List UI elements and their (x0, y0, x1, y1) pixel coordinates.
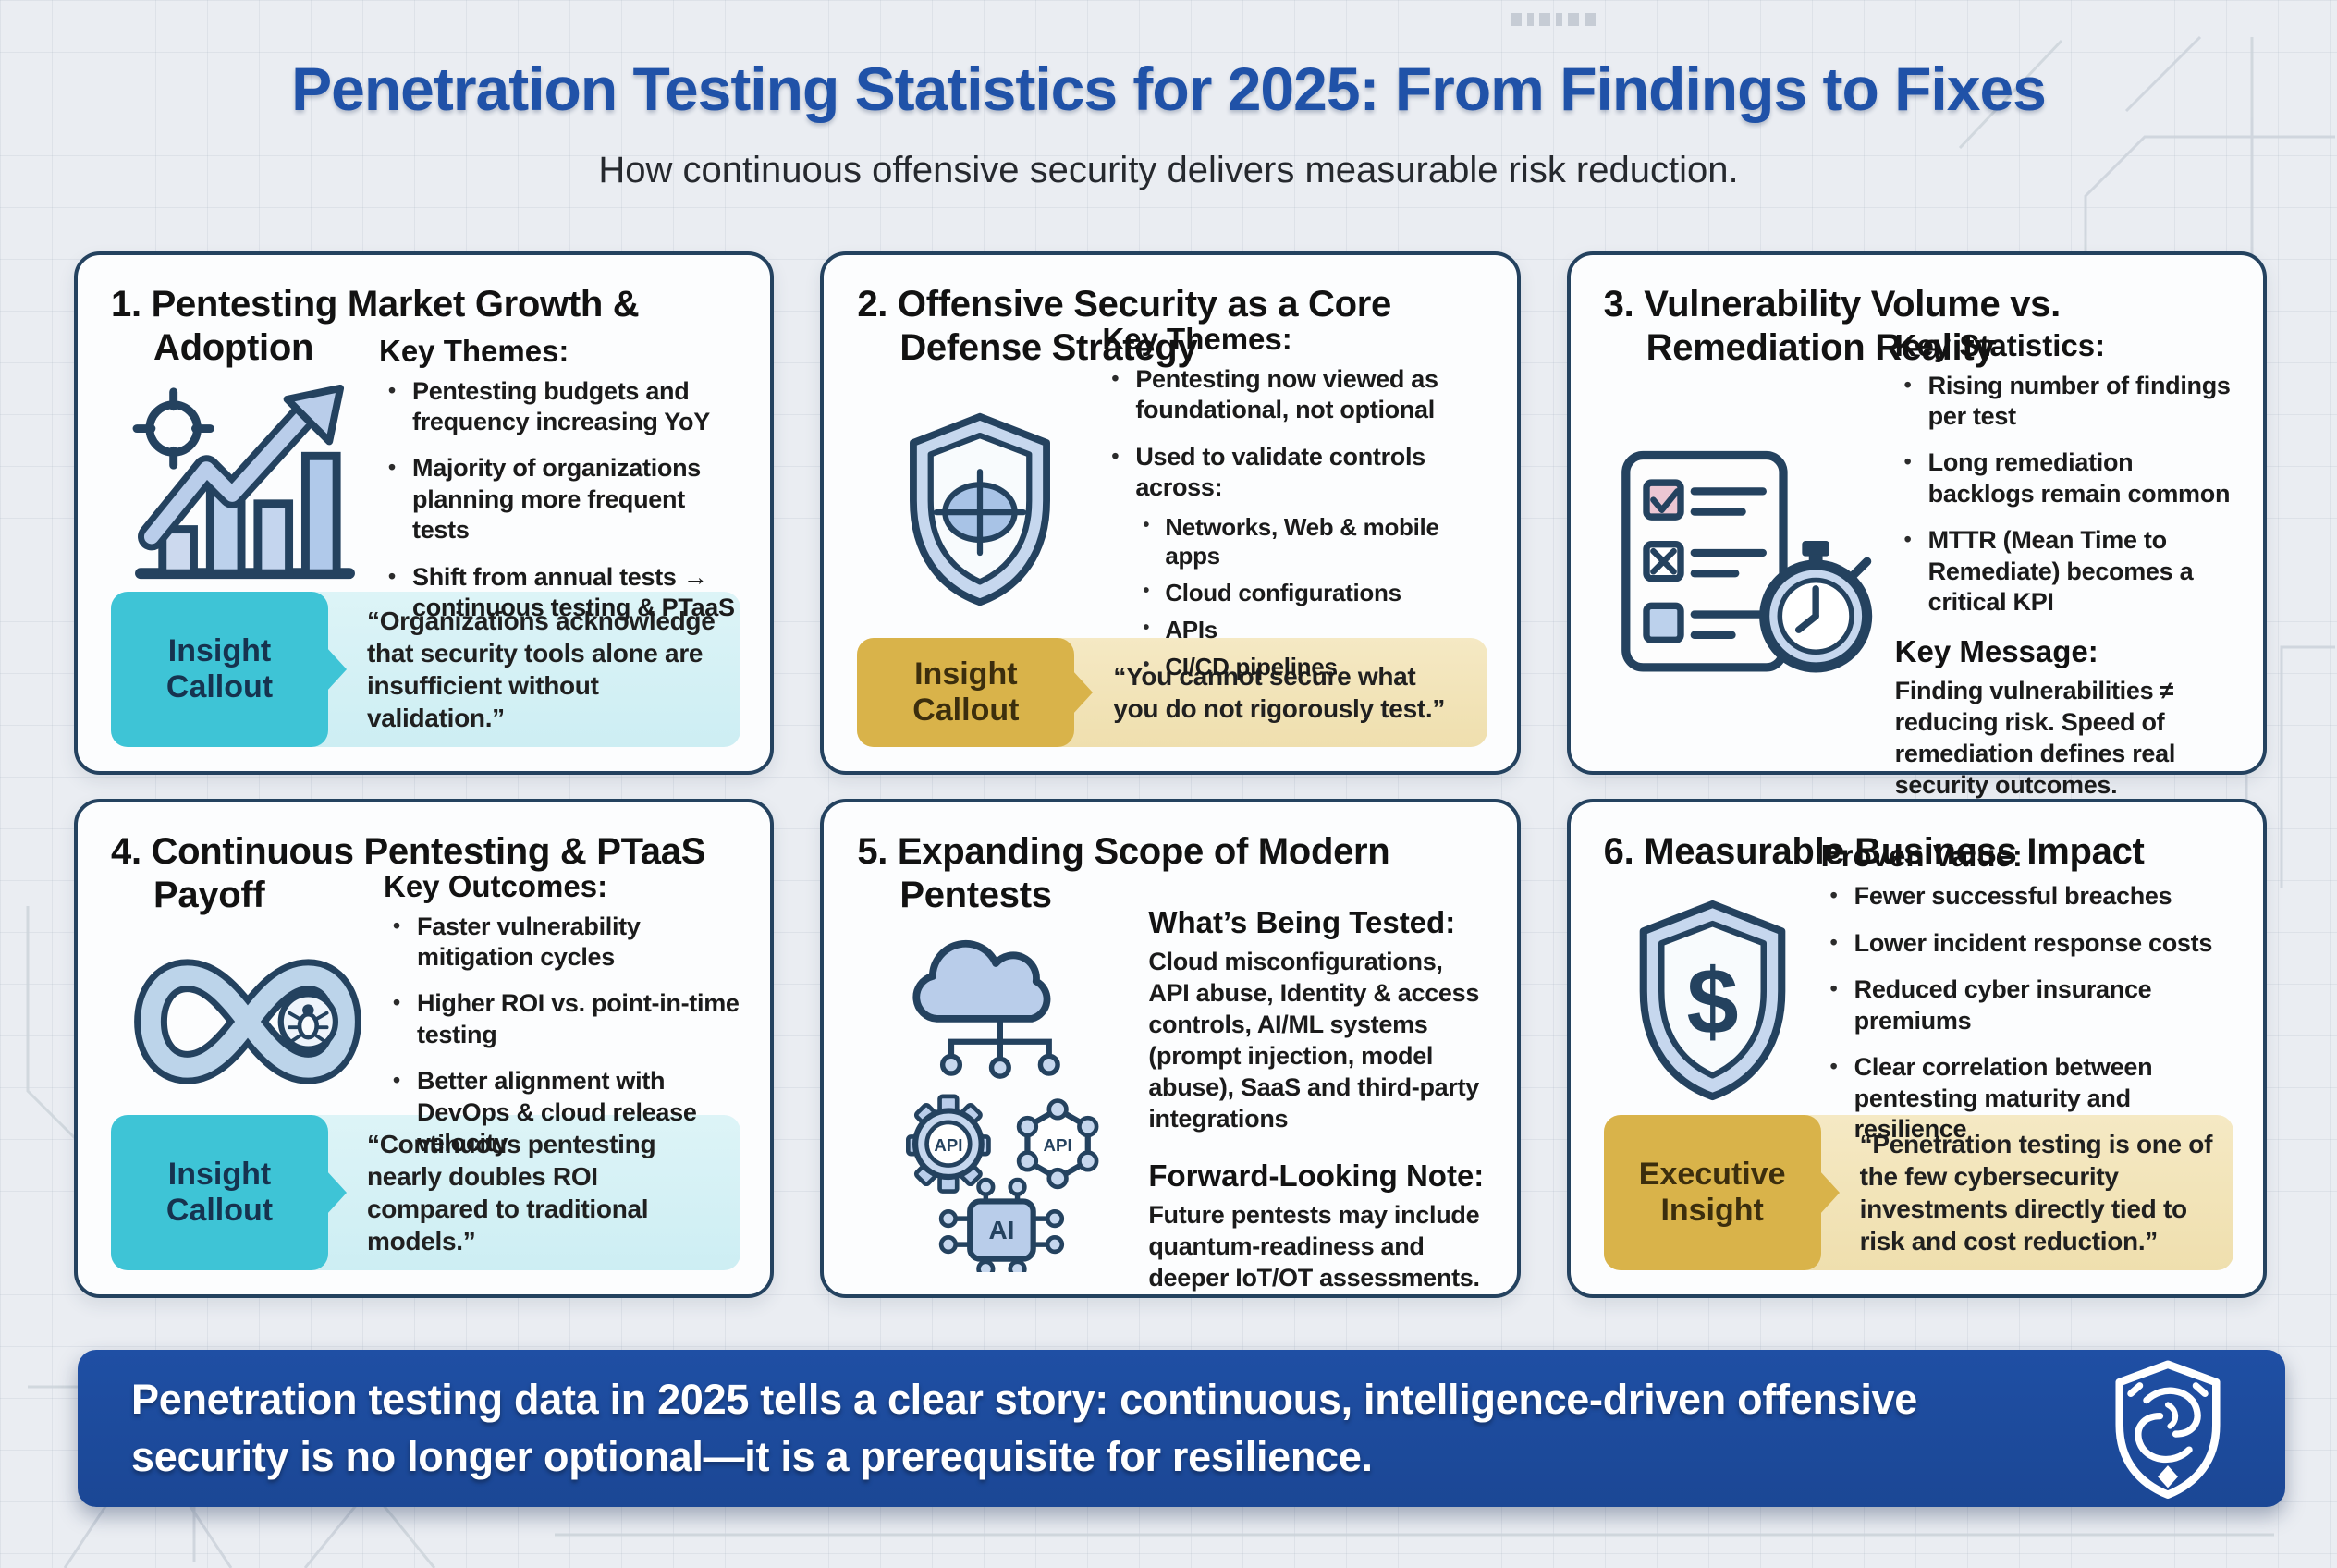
card-continuous-pentesting: 4. Continuous Pentesting & PTaaS Payoff (74, 799, 775, 1298)
api-hexagon-icon: API (1016, 1098, 1099, 1190)
api-label: API (934, 1135, 962, 1155)
section-text: Cloud misconfigurations, API abuse, Iden… (1148, 948, 1480, 1133)
bullet-list: Pentesting now viewed as foundational, n… (1102, 364, 1487, 682)
section-heading: Key Themes: (379, 333, 569, 368)
bullet-item: Majority of organizations planning more … (379, 453, 740, 545)
section-heading: Key Themes: (1102, 321, 1292, 356)
section-text: Future pentests may include quantum-read… (1148, 1201, 1480, 1292)
bullet-item: Rising number of findings per test (1895, 371, 2233, 433)
card-title: 5. Expanding Scope of Modern Pentests (857, 831, 1390, 916)
section-heading: Key Message: (1894, 633, 2098, 668)
page-title: Penetration Testing Statistics for 2025:… (291, 55, 2047, 123)
dollar-shield-icon: $ (1639, 900, 1785, 1100)
section-heading: Key Outcomes: (384, 868, 608, 903)
sub-bullet-item: APIs (1135, 616, 1487, 644)
barcode-ticks-top (1511, 13, 1596, 26)
sub-bullet-list: Networks, Web & mobile apps Cloud config… (1135, 513, 1487, 682)
card-title: 2. Offensive Security as a Core Defense … (857, 284, 1391, 369)
dollar-label: $ (1686, 949, 1738, 1053)
bullet-list: Rising number of findings per test Long … (1895, 371, 2233, 619)
card-pentesting-market-growth: 1. Pentesting Market Growth & Adoption (74, 251, 775, 775)
shield-target-icon (909, 413, 1050, 606)
footer-banner: Penetration testing data in 2025 tells a… (78, 1350, 2285, 1507)
bullet-text: Used to validate controls across: (1135, 442, 1425, 502)
callout-label: Insight Callout (111, 592, 328, 747)
bullet-item: Pentesting budgets and frequency increas… (379, 376, 740, 438)
api-label: API (1043, 1135, 1071, 1155)
card-vulnerability-volume: 3. Vulnerability Volume vs. Remediation … (1566, 251, 2267, 799)
bullet-item: Clear correlation between pentesting mat… (1821, 1052, 2233, 1145)
card-title: 1. Pentesting Market Growth & Adoption (111, 284, 640, 369)
footer-text: Penetration testing data in 2025 tells a… (131, 1375, 1918, 1480)
sub-bullet-item: Networks, Web & mobile apps (1135, 513, 1487, 570)
key-message-text: Finding vulnerabilities ≠ reducing risk.… (1894, 676, 2176, 799)
bullet-item: Fewer successful breaches (1821, 881, 2233, 912)
card-grid: 1. Pentesting Market Growth & Adoption (74, 251, 2267, 1298)
bullet-list: Fewer successful breaches Lower incident… (1821, 881, 2233, 1145)
card-title: 3. Vulnerability Volume vs. Remediation … (1603, 284, 2062, 369)
bullet-item: Higher ROI vs. point-in-time testing (384, 988, 740, 1050)
callout-label: Insight Callout (857, 638, 1075, 747)
section-heading: Key Statistics: (1894, 327, 2106, 362)
bullet-item: MTTR (Mean Time to Remediate) becomes a … (1895, 525, 2233, 618)
shield-logo-icon (2115, 1360, 2221, 1499)
ai-chip-icon: AI (938, 1177, 1064, 1273)
section-heading: What’s Being Tested: (1148, 905, 1456, 940)
bullet-item: Pentesting now viewed as foundational, n… (1102, 364, 1487, 426)
section-heading: Proven Value: (1820, 839, 2023, 874)
callout-label: Executive Insight (1603, 1115, 1821, 1270)
page-subtitle: How continuous offensive security delive… (598, 150, 1739, 190)
callout-label: Insight Callout (111, 1115, 328, 1270)
checklist-stopwatch-icon (1621, 451, 1873, 673)
bullet-item: Used to validate controls across: Networ… (1102, 442, 1487, 682)
ai-label: AI (988, 1216, 1014, 1244)
card-offensive-security: 2. Offensive Security as a Core Defense … (820, 251, 1521, 775)
api-gear-icon: API (905, 1094, 991, 1194)
bullet-list: Pentesting budgets and frequency increas… (379, 376, 740, 624)
key-message-block: Key Message: Finding vulnerabilities ≠ r… (1895, 634, 2233, 801)
bullet-item: Lower incident response costs (1821, 928, 2233, 959)
bullet-item: Faster vulnerability mitigation cycles (384, 912, 740, 974)
sub-bullet-item: CI/CD pipelines (1135, 653, 1487, 681)
cloud-api-ai-icon: API API (905, 940, 1099, 1273)
section-heading: Forward-Looking Note: (1148, 1158, 1485, 1194)
card-business-impact: 6. Measurable Business Impact $ Proven V… (1566, 799, 2267, 1298)
card-expanding-scope: 5. Expanding Scope of Modern Pentests (820, 799, 1521, 1298)
header: Penetration Testing Statistics for 2025:… (0, 54, 2337, 191)
bullet-item: Reduced cyber insurance premiums (1821, 974, 2233, 1036)
sub-bullet-item: Cloud configurations (1135, 579, 1487, 607)
bullet-item: Better alignment with DevOps & cloud rel… (384, 1066, 740, 1158)
card-title: 6. Measurable Business Impact (1603, 831, 2145, 872)
growth-chart-icon (132, 385, 355, 580)
bullet-list: Faster vulnerability mitigation cycles H… (384, 912, 740, 1159)
card-title: 4. Continuous Pentesting & PTaaS Payoff (111, 831, 706, 916)
infinity-bug-icon (133, 959, 361, 1084)
bullet-item: Long remediation backlogs remain common (1895, 447, 2233, 509)
bullet-item: Shift from annual tests → continuous tes… (379, 562, 740, 624)
